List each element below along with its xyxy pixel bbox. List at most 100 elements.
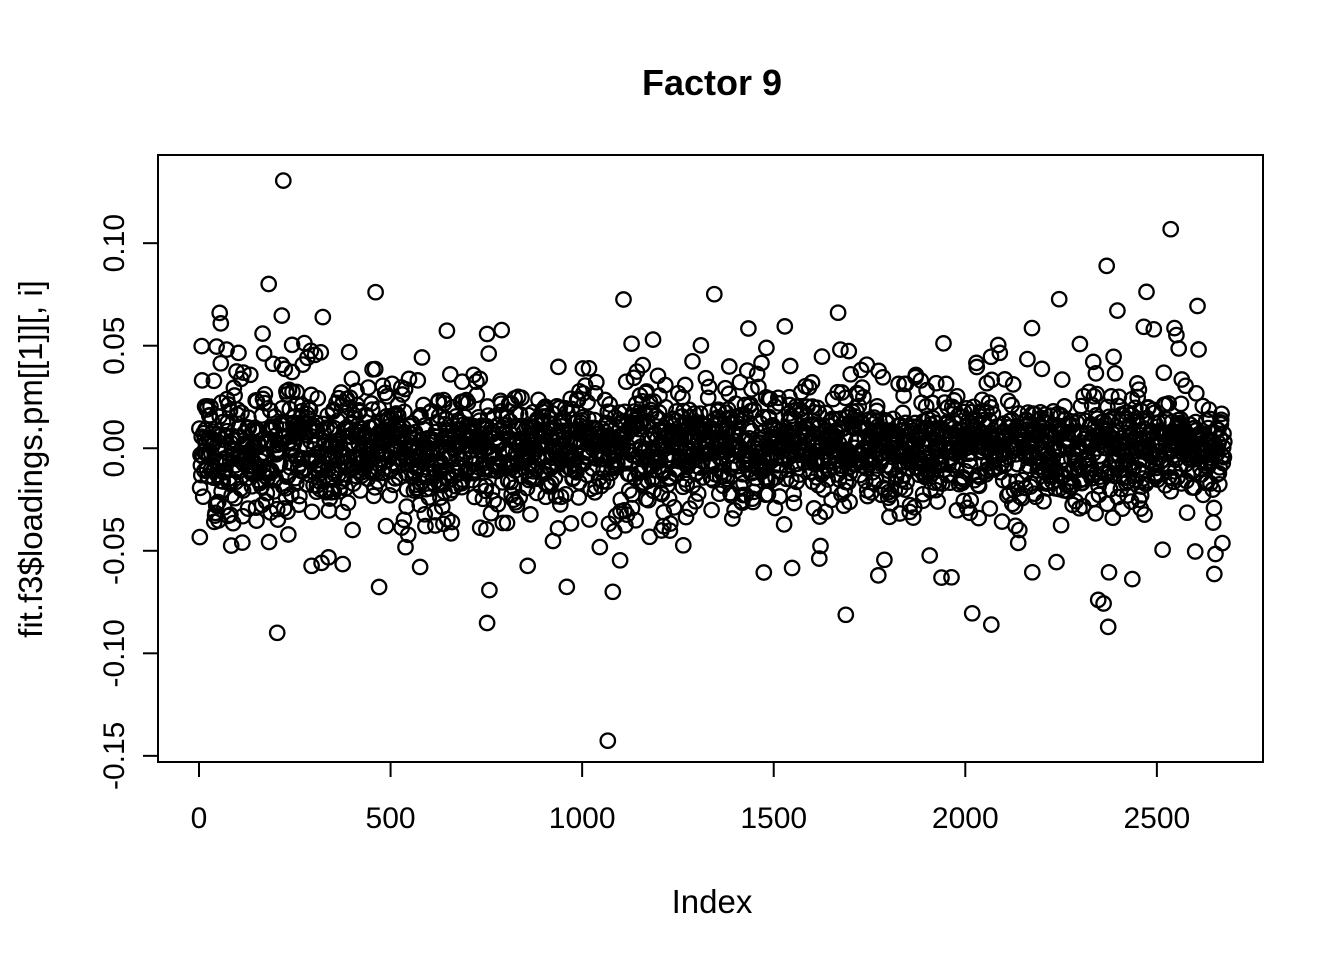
data-point [367, 283, 384, 301]
data-point [927, 374, 945, 392]
data-point [676, 376, 694, 394]
data-point [417, 517, 434, 535]
data-point [193, 372, 211, 389]
data-point [285, 435, 303, 452]
data-point [615, 291, 632, 308]
data-point [640, 491, 657, 509]
data-point [1166, 319, 1183, 337]
data-point [989, 336, 1007, 354]
data-point [468, 373, 485, 391]
data-point [876, 551, 893, 569]
data-point [1210, 475, 1228, 493]
data-point [645, 482, 662, 500]
data-point [700, 378, 718, 396]
data-point [738, 362, 756, 379]
data-point [377, 517, 395, 535]
data-point [981, 500, 999, 517]
data-point [776, 318, 794, 335]
data-point [558, 578, 576, 596]
data-point [674, 478, 692, 496]
data-point [1214, 454, 1232, 472]
data-point [309, 389, 327, 407]
data-point [1004, 376, 1022, 393]
data-point [929, 493, 947, 510]
data-point [1213, 405, 1230, 423]
data-point [508, 496, 526, 514]
data-point [937, 375, 955, 393]
data-point [194, 488, 212, 506]
data-point [599, 732, 617, 750]
data-point [211, 304, 229, 322]
data-point [1053, 371, 1071, 388]
data-point [396, 380, 414, 398]
data-point [983, 371, 1001, 389]
data-point [921, 547, 939, 564]
data-point [547, 487, 565, 505]
data-point [1135, 318, 1153, 336]
data-point [740, 320, 757, 337]
data-point [1009, 534, 1027, 552]
data-point [1098, 495, 1116, 513]
y-tick-label: -0.15 [98, 722, 131, 790]
y-tick-label: 0.10 [98, 214, 131, 272]
data-point [617, 516, 634, 534]
data-point [785, 494, 803, 512]
data-point [815, 481, 832, 498]
data-point [400, 370, 418, 388]
data-point [769, 389, 787, 407]
data-point [904, 509, 922, 526]
data-point [723, 510, 741, 527]
data-point [480, 345, 498, 362]
data-point [205, 372, 223, 390]
data-point [203, 411, 220, 429]
data-point [744, 493, 762, 511]
data-point [233, 534, 251, 551]
x-tick-label: 2000 [932, 802, 999, 835]
data-point [1023, 319, 1041, 337]
data-point [274, 172, 292, 189]
data-point [810, 550, 828, 567]
data-point [687, 492, 704, 510]
data-point [993, 513, 1011, 530]
data-point [812, 537, 829, 555]
data-point [656, 376, 674, 394]
data-point [775, 516, 793, 533]
data-point [420, 489, 438, 506]
data-point [1130, 381, 1148, 399]
data-point [257, 493, 275, 510]
data-point [703, 501, 720, 519]
data-point [268, 500, 286, 518]
data-point [471, 519, 489, 537]
data-point [837, 606, 855, 624]
x-tick-label: 500 [366, 802, 416, 835]
data-point [409, 372, 427, 389]
data-point [935, 335, 952, 352]
data-point [677, 508, 695, 526]
y-tick-label: -0.10 [98, 619, 131, 687]
data-point [465, 417, 483, 435]
data-point [275, 500, 293, 517]
data-point [697, 369, 715, 387]
data-point [689, 485, 707, 502]
data-point [943, 568, 960, 586]
data-point [982, 398, 1000, 416]
data-point [212, 354, 230, 372]
data-point [674, 536, 692, 554]
data-point [1186, 543, 1204, 560]
data-point [1165, 473, 1183, 491]
data-point [692, 337, 710, 354]
data-point [1190, 341, 1207, 358]
data-point [978, 374, 996, 392]
data-point [1187, 384, 1205, 402]
x-tick-label: 2500 [1123, 802, 1190, 835]
data-point [853, 379, 871, 396]
data-point [604, 583, 622, 601]
data-point [783, 559, 801, 577]
data-point [273, 307, 291, 324]
data-point [283, 336, 301, 354]
data-point [832, 341, 849, 358]
data-point [442, 525, 460, 542]
data-point [230, 344, 247, 362]
data-point [623, 335, 640, 353]
data-point [1155, 364, 1173, 382]
